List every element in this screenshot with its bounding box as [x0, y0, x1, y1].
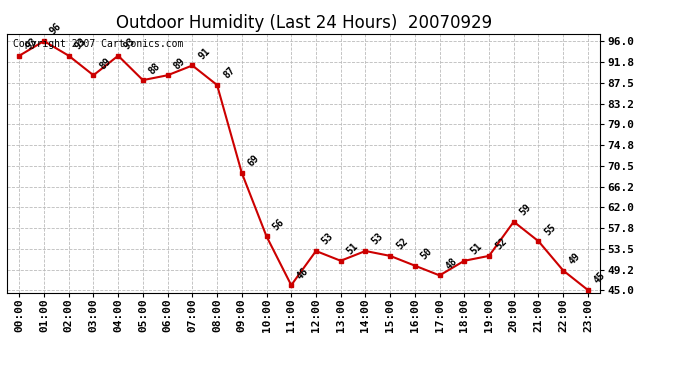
Text: 49: 49 — [567, 251, 583, 266]
Text: 52: 52 — [493, 236, 509, 252]
Text: Copyright 2007 Cartronics.com: Copyright 2007 Cartronics.com — [13, 39, 184, 49]
Text: 52: 52 — [394, 236, 410, 252]
Text: 59: 59 — [518, 202, 533, 217]
Text: 96: 96 — [48, 21, 63, 37]
Text: 93: 93 — [23, 36, 39, 51]
Text: 45: 45 — [592, 270, 607, 286]
Text: 89: 89 — [97, 56, 113, 71]
Title: Outdoor Humidity (Last 24 Hours)  20070929: Outdoor Humidity (Last 24 Hours) 2007092… — [115, 14, 492, 32]
Text: 51: 51 — [469, 241, 484, 256]
Text: 91: 91 — [197, 46, 212, 62]
Text: 88: 88 — [147, 61, 162, 76]
Text: 55: 55 — [542, 222, 558, 237]
Text: 46: 46 — [295, 266, 310, 281]
Text: 53: 53 — [370, 231, 385, 247]
Text: 56: 56 — [270, 217, 286, 232]
Text: 51: 51 — [345, 241, 360, 256]
Text: 89: 89 — [172, 56, 187, 71]
Text: 50: 50 — [419, 246, 435, 261]
Text: 48: 48 — [444, 256, 459, 271]
Text: 87: 87 — [221, 66, 237, 81]
Text: 53: 53 — [320, 231, 335, 247]
Text: 93: 93 — [122, 36, 138, 51]
Text: 93: 93 — [73, 36, 88, 51]
Text: 69: 69 — [246, 153, 262, 169]
